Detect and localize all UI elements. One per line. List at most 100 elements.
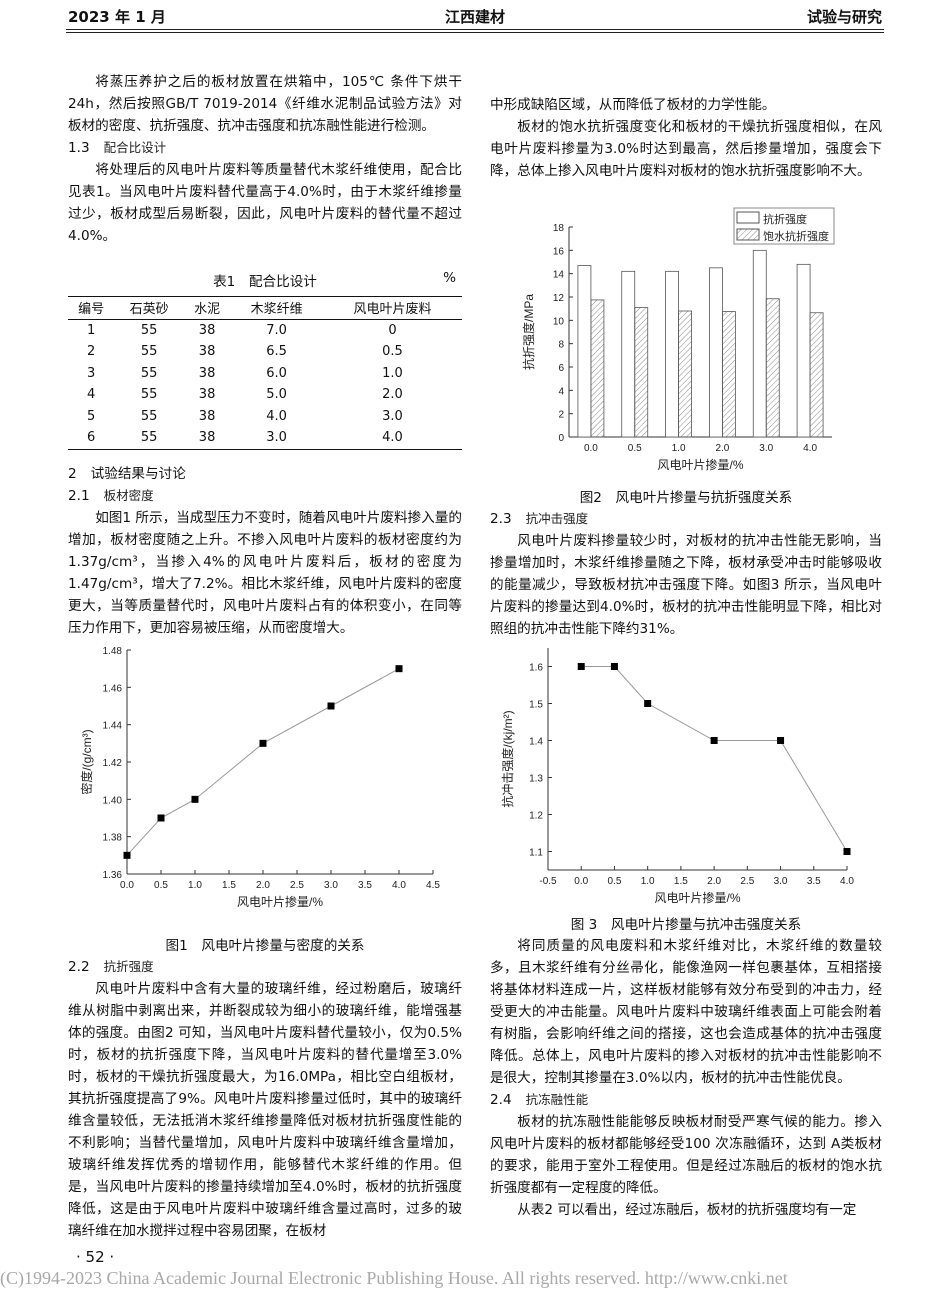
left-section-2-2: 2.2 抗折强度 风电叶片废料中含有大量的玻璃纤维，经过粉磨后，玻璃纤维从树脂中剥… xyxy=(68,956,462,1242)
bar-dry-flexural xyxy=(621,270,636,438)
table-cell: 6.5 xyxy=(266,344,287,360)
y-tick-label: 0 xyxy=(558,433,564,444)
x-tick-label: 1.5 xyxy=(222,880,236,891)
table-cell: 1.0 xyxy=(382,365,403,381)
x-tick-label: 0.5 xyxy=(628,443,642,454)
legend-label: 饱水抗折强度 xyxy=(763,229,829,243)
x-tick-label: 1.0 xyxy=(641,876,655,887)
table-row: 6 55 38 3.0 4.0 xyxy=(68,427,462,449)
table-cell: 38 xyxy=(198,344,216,360)
x-tick-label: 2.0 xyxy=(256,880,270,891)
bar-dry-flexural xyxy=(752,249,767,438)
x-tick-label: 0.0 xyxy=(120,880,134,891)
y-tick-label: 1.2 xyxy=(529,811,543,822)
table-cell: 0.5 xyxy=(382,344,403,360)
x-tick-label: 1.0 xyxy=(672,443,686,454)
section-title: 抗冲击强度 xyxy=(525,511,589,526)
table-cell: 5 xyxy=(87,408,96,424)
y-tick-label: 16 xyxy=(553,246,565,257)
y-tick-label: 18 xyxy=(553,223,565,234)
section-heading-2-2: 2.2 抗折强度 xyxy=(68,956,462,978)
y-tick-label: 1.46 xyxy=(103,683,123,694)
y-tick-label: 1.42 xyxy=(103,758,123,769)
data-point xyxy=(843,848,851,855)
x-tick-label: 4.5 xyxy=(426,880,440,891)
x-tick-label: 0.5 xyxy=(607,876,621,887)
section-heading-1-3: 1.3 配合比设计 xyxy=(68,137,462,159)
data-point xyxy=(777,737,785,744)
y-axis-label: 抗冲击强度/(kj/m²) xyxy=(500,710,515,807)
bar-saturated-flexural xyxy=(765,298,780,438)
x-axis-label: 风电叶片掺量/% xyxy=(237,894,323,909)
y-tick-label: 8 xyxy=(558,340,564,351)
bar-dry-flexural xyxy=(577,265,592,438)
table-title: 表1 配合比设计 xyxy=(213,274,317,290)
x-tick-label: 1.0 xyxy=(188,880,202,891)
paragraph: 将蒸压养护之后的板材放置在烘箱中，105℃ 条件下烘干24h，然后按照GB/T … xyxy=(68,74,462,134)
section-title: 试验结果与讨论 xyxy=(90,466,186,482)
table-cell: 55 xyxy=(140,387,158,403)
y-tick-label: 1.38 xyxy=(103,833,123,844)
table-cell: 6 xyxy=(87,430,96,446)
section-number: 2.3 xyxy=(490,511,512,527)
y-tick-label: 1.40 xyxy=(103,795,123,806)
table-row: 5 55 38 4.0 3.0 xyxy=(68,406,462,428)
paragraph: 从表2 可以看出，经过冻融后，板材的抗折强度均有一定 xyxy=(517,1202,857,1218)
table-cell: 4 xyxy=(87,387,96,403)
table-cell: 2.0 xyxy=(382,387,403,403)
paragraph: 板材的抗冻融性能能够反映板材耐受严寒气候的能力。掺入风电叶片废料的板材都能够经受… xyxy=(490,1114,882,1196)
y-axis-label: 密度/(g/cm³) xyxy=(79,729,94,794)
y-tick-label: 2 xyxy=(558,410,564,421)
section-number: 2 xyxy=(68,466,77,482)
y-tick-label: 12 xyxy=(553,293,565,304)
table-caption: 表1 配合比设计 % xyxy=(68,270,462,290)
right-section-2-3: 2.3 抗冲击强度 风电叶片废料掺量较少时，对板材的抗冲击性能无影响，当掺量增加时… xyxy=(490,508,882,640)
y-tick-label: 1.44 xyxy=(103,721,123,732)
table-cell: 38 xyxy=(198,408,216,424)
table-cell: 6.0 xyxy=(266,365,287,381)
data-point xyxy=(157,814,165,822)
x-tick-label: 0.0 xyxy=(584,443,598,454)
y-tick-label: 1.4 xyxy=(529,737,543,748)
paragraph: 风电叶片废料掺量较少时，对板材的抗冲击性能无影响，当掺量增加时，木浆纤维掺量随之… xyxy=(490,533,882,637)
table-header-row: 编号 石英砂 水泥 木浆纤维 风电叶片废料 xyxy=(68,296,462,319)
data-point xyxy=(259,739,267,747)
bar-dry-flexural xyxy=(709,267,723,438)
legend-swatch xyxy=(736,211,760,224)
section-number: 2.1 xyxy=(68,488,90,504)
table-cell: 38 xyxy=(198,365,216,381)
y-tick-label: 1.1 xyxy=(529,848,543,859)
table-cell: 4.0 xyxy=(382,430,403,446)
x-axis-label: 风电叶片掺量/% xyxy=(654,890,740,905)
data-point xyxy=(123,851,131,859)
figure-2-flexural-strength-chart: 抗折强度/MPa 风电叶片掺量/% 0 2 4 6 8 10 12 14 16 18 0.0 0.5 1.0… xyxy=(521,207,835,472)
y-tick-label: 1.48 xyxy=(103,646,123,657)
section-number: 1.3 xyxy=(68,140,90,156)
section-heading-2-1: 2.1 板材密度 xyxy=(68,485,462,507)
header-journal: 江西建材 xyxy=(444,8,505,26)
header-rule xyxy=(66,32,884,33)
series-line xyxy=(581,666,848,852)
bar-saturated-flexural xyxy=(678,310,692,438)
x-tick-label: 2.5 xyxy=(290,880,304,891)
table-cell: 55 xyxy=(140,408,158,424)
x-tick-label: 2.5 xyxy=(740,876,754,887)
data-point xyxy=(191,795,199,803)
y-tick-label: 1.6 xyxy=(529,663,543,674)
data-point xyxy=(327,702,335,710)
column-header: 石英砂 xyxy=(129,302,169,318)
bar-dry-flexural xyxy=(665,270,679,438)
x-tick-label: 4.0 xyxy=(803,443,817,454)
data-point xyxy=(710,737,718,744)
left-section-2: 2 试验结果与讨论 2.1 板材密度 如图1 所示，当成型压力不变时，随着风电叶片废… xyxy=(68,463,462,639)
table-row: 1 55 38 7.0 0 xyxy=(68,319,462,341)
table-cell: 38 xyxy=(198,322,216,338)
figure-3-impact-strength-chart: 抗冲击强度/(kj/m²) 风电叶片掺量/% 1.1 1.2 1.3 1.4 1.5 1.6 -… xyxy=(500,648,854,905)
y-tick-label: 10 xyxy=(553,316,565,327)
table-cell: 5.0 xyxy=(266,387,287,403)
mix-design-table: 编号 石英砂 水泥 木浆纤维 风电叶片废料 1 55 38 7.0 0 2 55 38 6.5 0.5 3 5… xyxy=(68,296,462,450)
x-tick-label: -0.5 xyxy=(539,876,557,887)
right-top-text: 中形成缺陷区域，从而降低了板材的力学性能。 板材的饱水抗折强度变化和板材的干燥抗… xyxy=(490,94,882,182)
header-rule xyxy=(66,29,884,30)
y-tick-label: 14 xyxy=(553,270,565,281)
